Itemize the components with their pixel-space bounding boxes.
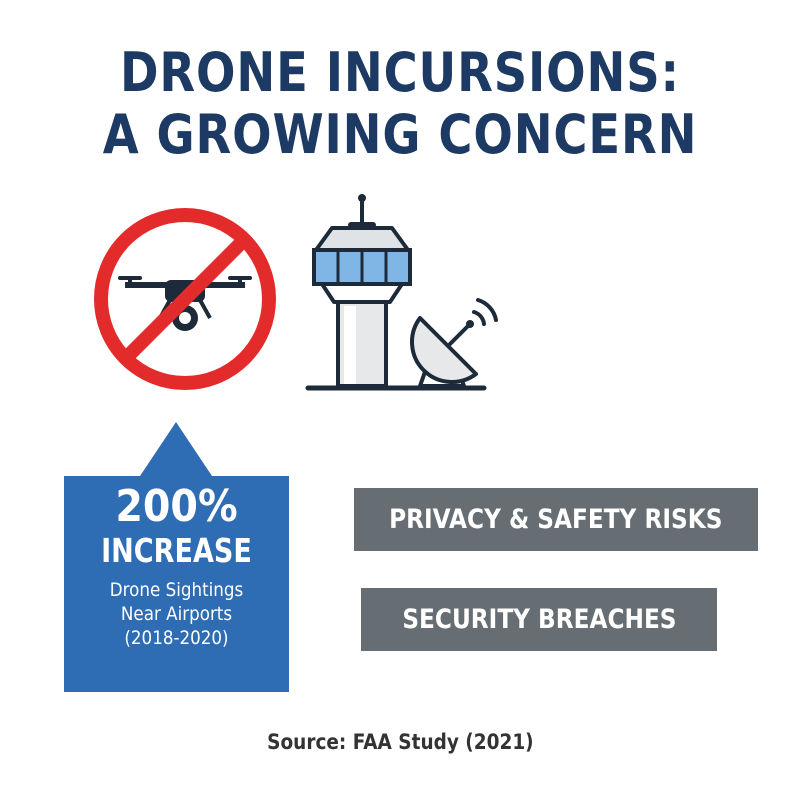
satellite-dish-icon	[410, 298, 498, 388]
risk-label-security: SECURITY BREACHES	[361, 588, 717, 651]
risk-label-text: SECURITY BREACHES	[401, 604, 677, 635]
stat-unit: INCREASE	[101, 531, 252, 570]
risk-label-text: PRIVACY & SAFETY RISKS	[389, 504, 723, 535]
stat-callout: 200% INCREASE Drone Sightings Near Airpo…	[64, 420, 289, 692]
source-citation: Source: FAA Study (2021)	[0, 730, 800, 754]
stat-description-line-1: Drone Sightings	[109, 579, 244, 601]
stat-callout-shape	[64, 422, 289, 692]
title-line-2: A GROWING CONCERN	[102, 103, 698, 166]
stat-description-line-3: (2018-2020)	[124, 627, 229, 649]
stat-description-line-2: Near Airports	[120, 603, 233, 625]
icon-illustration	[94, 194, 498, 391]
control-tower-icon	[312, 194, 412, 388]
source-text: Source: FAA Study (2021)	[266, 730, 534, 754]
stat-value: 200%	[115, 481, 238, 532]
no-drone-icon	[94, 208, 276, 390]
risk-label-privacy-safety: PRIVACY & SAFETY RISKS	[354, 488, 758, 551]
title-line-1: DRONE INCURSIONS:	[120, 41, 680, 104]
page-title: DRONE INCURSIONS: A GROWING CONCERN	[56, 42, 744, 166]
drone-icon	[118, 276, 252, 331]
